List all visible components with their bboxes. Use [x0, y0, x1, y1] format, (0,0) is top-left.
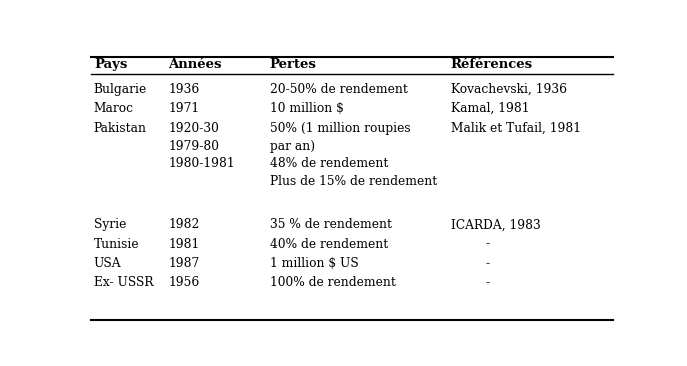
Text: Maroc: Maroc	[94, 102, 134, 115]
Text: 1 million $ US: 1 million $ US	[269, 257, 359, 270]
Text: ICARDA, 1983: ICARDA, 1983	[451, 219, 541, 231]
Text: USA: USA	[94, 257, 122, 270]
Text: Tunisie: Tunisie	[94, 238, 139, 250]
Text: 50% (1 million roupies: 50% (1 million roupies	[269, 122, 410, 135]
Text: Pertes: Pertes	[269, 58, 317, 71]
Text: Syrie: Syrie	[94, 219, 126, 231]
Text: 1971: 1971	[168, 102, 199, 115]
Text: 1956: 1956	[168, 276, 200, 289]
Text: Années: Années	[168, 58, 222, 71]
Text: 1981: 1981	[168, 238, 200, 250]
Text: 1979-80: 1979-80	[168, 140, 219, 153]
Text: Pakistan: Pakistan	[94, 122, 147, 135]
Text: 1982: 1982	[168, 219, 200, 231]
Text: -: -	[486, 276, 490, 289]
Text: Références: Références	[451, 58, 532, 71]
Text: 35 % de rendement: 35 % de rendement	[269, 219, 392, 231]
Text: 20-50% de rendement: 20-50% de rendement	[269, 82, 407, 96]
Text: 40% de rendement: 40% de rendement	[269, 238, 388, 250]
Text: Kamal, 1981: Kamal, 1981	[451, 102, 529, 115]
Text: Ex- USSR: Ex- USSR	[94, 276, 153, 289]
Text: 1936: 1936	[168, 82, 200, 96]
Text: 100% de rendement: 100% de rendement	[269, 276, 396, 289]
Text: 10 million $: 10 million $	[269, 102, 344, 115]
Text: par an): par an)	[269, 140, 315, 153]
Text: 1987: 1987	[168, 257, 200, 270]
Text: -: -	[486, 238, 490, 250]
Text: 1980-1981: 1980-1981	[168, 157, 235, 171]
Text: Malik et Tufail, 1981: Malik et Tufail, 1981	[451, 122, 581, 135]
Text: Pays: Pays	[94, 58, 127, 71]
Text: 1920-30: 1920-30	[168, 122, 219, 135]
Text: 48% de rendement: 48% de rendement	[269, 157, 388, 171]
Text: Bulgarie: Bulgarie	[94, 82, 147, 96]
Text: Plus de 15% de rendement: Plus de 15% de rendement	[269, 175, 437, 188]
Text: -: -	[486, 257, 490, 270]
Text: Kovachevski, 1936: Kovachevski, 1936	[451, 82, 567, 96]
